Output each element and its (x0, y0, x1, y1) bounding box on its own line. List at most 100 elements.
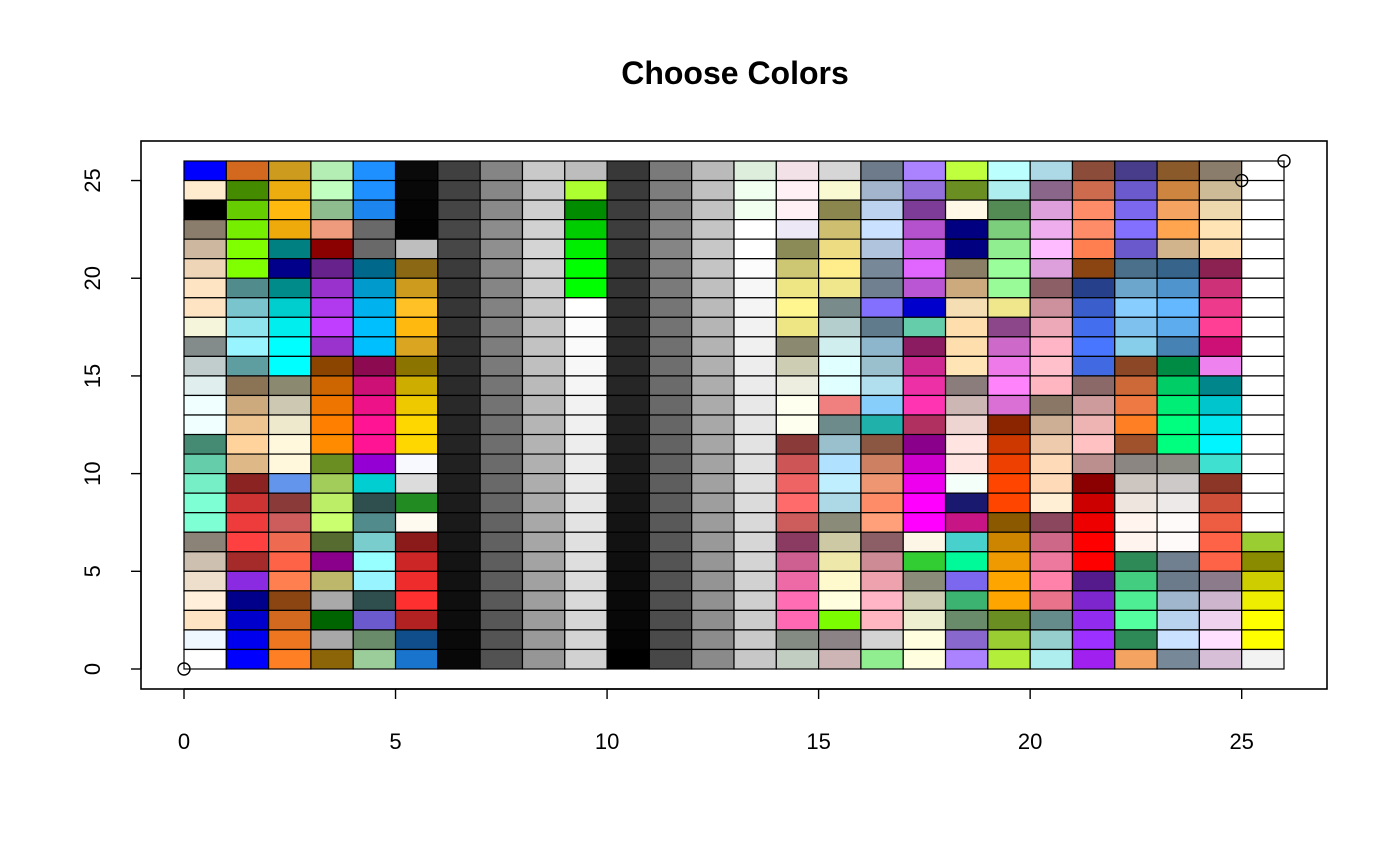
color-cell (394, 609, 439, 631)
color-cell (183, 629, 227, 651)
color-cell (818, 570, 862, 592)
color-cell (987, 453, 1031, 475)
color-cell (564, 512, 608, 533)
color-cell (818, 590, 862, 611)
color-cell (564, 179, 608, 201)
color-cell (183, 316, 227, 338)
color-cell (944, 648, 989, 670)
color-cell (818, 433, 862, 455)
color-cell (775, 258, 820, 279)
color-cell (987, 355, 1031, 377)
color-cell (1029, 297, 1074, 318)
color-cell (818, 336, 862, 357)
color-cell (1114, 512, 1158, 533)
color-cell (775, 629, 820, 651)
color-cell (902, 277, 947, 299)
color-cell (691, 512, 735, 533)
color-cell (860, 453, 904, 475)
color-cell (987, 629, 1031, 651)
color-cell (860, 629, 904, 651)
color-cell (902, 297, 947, 318)
color-cell (183, 648, 227, 670)
color-cell (225, 531, 270, 553)
color-cell (352, 336, 397, 357)
color-cell (225, 336, 270, 357)
color-cell (1029, 219, 1074, 240)
color-cell (268, 551, 312, 572)
color-cell (268, 590, 312, 611)
color-cell (1241, 394, 1285, 416)
color-cell (733, 414, 777, 436)
plot-points (177, 154, 1291, 676)
color-cell (1241, 258, 1285, 279)
color-cell (818, 160, 862, 182)
color-cell (818, 297, 862, 318)
color-cell (860, 512, 904, 533)
color-cell (1071, 629, 1116, 651)
color-cell (1198, 609, 1243, 631)
color-cell (225, 160, 270, 182)
color-cell (1071, 570, 1116, 592)
color-cell (479, 414, 524, 436)
color-cell (818, 609, 862, 631)
color-cell (564, 394, 608, 416)
color-cell (944, 199, 989, 221)
color-cell (987, 414, 1031, 436)
color-cell (521, 473, 566, 494)
color-cell (310, 453, 354, 475)
color-cell (1029, 512, 1074, 533)
color-cell (1198, 219, 1243, 240)
color-cell (225, 473, 270, 494)
color-cell (1241, 453, 1285, 475)
color-cell (648, 492, 693, 514)
color-cell (564, 590, 608, 611)
color-cell (733, 179, 777, 201)
color-cell (1156, 355, 1200, 377)
color-cell (1198, 316, 1243, 338)
color-cell (775, 512, 820, 533)
color-cell (1156, 473, 1200, 494)
color-cell (310, 473, 354, 494)
color-cell (1198, 160, 1243, 182)
color-cell (1114, 238, 1158, 260)
color-cell (1114, 297, 1158, 318)
color-cell (1114, 277, 1158, 299)
color-cell (1114, 258, 1158, 279)
color-cell (268, 570, 312, 592)
color-cell (310, 394, 354, 416)
color-cell (564, 473, 608, 494)
color-cell (648, 433, 693, 455)
color-cell (606, 512, 650, 533)
color-cell (606, 277, 650, 299)
color-cell (310, 355, 354, 377)
color-cell (1198, 453, 1243, 475)
color-cell (1114, 433, 1158, 455)
color-cell (1071, 433, 1116, 455)
color-cell (860, 199, 904, 221)
color-cell (733, 453, 777, 475)
color-cell (225, 648, 270, 670)
color-cell (818, 531, 862, 553)
color-cell (648, 297, 693, 318)
color-cell (1156, 297, 1200, 318)
color-cell (987, 609, 1031, 631)
color-cell (987, 570, 1031, 592)
color-cell (479, 433, 524, 455)
color-cell (521, 551, 566, 572)
color-cell (1198, 394, 1243, 416)
color-cell (183, 433, 227, 455)
color-cell (352, 551, 397, 572)
color-cell (268, 258, 312, 279)
color-cell (225, 492, 270, 514)
color-cell (860, 375, 904, 397)
color-cell (521, 512, 566, 533)
color-cell (860, 551, 904, 572)
color-cell (479, 629, 524, 651)
color-cell (1198, 551, 1243, 572)
color-cell (1029, 551, 1074, 572)
color-cell (860, 277, 904, 299)
color-cell (310, 219, 354, 240)
color-grid (183, 160, 1285, 670)
color-cell (1241, 531, 1285, 553)
